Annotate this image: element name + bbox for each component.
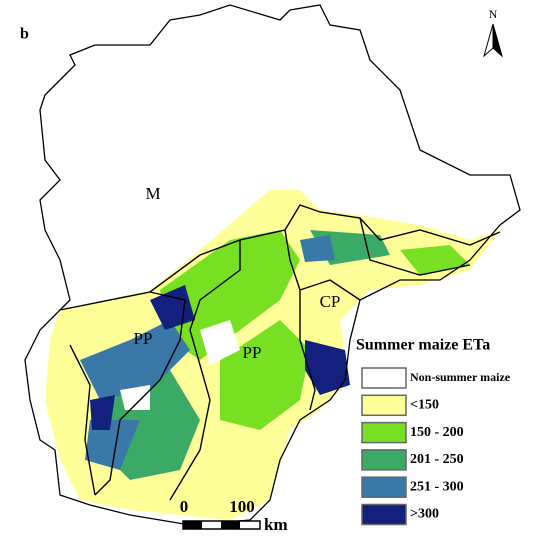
legend-swatch bbox=[361, 394, 407, 417]
maize-patch bbox=[400, 245, 470, 275]
north-arrow bbox=[492, 23, 503, 58]
legend-label: Non-summer maize bbox=[410, 370, 511, 384]
region-label: CP bbox=[320, 292, 341, 311]
region-label: PP bbox=[243, 343, 262, 362]
zone-boundary bbox=[94, 291, 186, 496]
legend-swatch bbox=[361, 421, 407, 444]
maize-patch bbox=[90, 395, 115, 430]
maize-patch bbox=[200, 320, 240, 365]
scale-segment bbox=[221, 521, 240, 529]
scale-unit: km bbox=[264, 515, 288, 534]
scale-bar: 0 100 km bbox=[180, 497, 288, 534]
zone-boundary bbox=[284, 229, 316, 411]
legend-swatch bbox=[361, 367, 407, 389]
zone-boundary bbox=[359, 217, 471, 276]
scale-segment bbox=[183, 521, 202, 529]
zone-boundary bbox=[69, 344, 96, 496]
legend-label: <150 bbox=[410, 398, 439, 413]
legend-title: Summer maize ETa bbox=[356, 337, 490, 354]
legend-swatch bbox=[361, 476, 407, 498]
maize-patch bbox=[120, 385, 150, 410]
scale-label: 0 bbox=[180, 497, 189, 516]
zone-boundary bbox=[299, 279, 361, 301]
legend-label: >300 bbox=[410, 507, 439, 522]
north-label: N bbox=[489, 7, 498, 21]
maize-patch bbox=[80, 320, 190, 400]
scale-label: 100 bbox=[229, 497, 255, 516]
legend-label: 201 - 250 bbox=[410, 452, 464, 467]
zone-boundary bbox=[169, 240, 241, 501]
maize-patch bbox=[85, 420, 140, 470]
panel-label: b bbox=[20, 26, 29, 43]
legend-label: 150 - 200 bbox=[410, 425, 464, 440]
legend: Summer maize ETa Non-summer maize <150 150… bbox=[356, 337, 511, 526]
legend-label: 251 - 300 bbox=[410, 479, 464, 494]
legend-swatch bbox=[361, 449, 407, 471]
maize-patch bbox=[150, 285, 195, 330]
maize-patch bbox=[220, 320, 310, 430]
legend-swatch bbox=[361, 503, 407, 526]
maize-patch bbox=[160, 230, 300, 360]
maize-patch bbox=[300, 235, 335, 262]
zone-boundary bbox=[59, 204, 501, 311]
region-outline bbox=[24, 4, 521, 526]
maize-area bbox=[45, 190, 500, 520]
maize-patch bbox=[305, 340, 350, 395]
region-label: M bbox=[145, 184, 160, 203]
region-label: PP bbox=[134, 329, 153, 348]
